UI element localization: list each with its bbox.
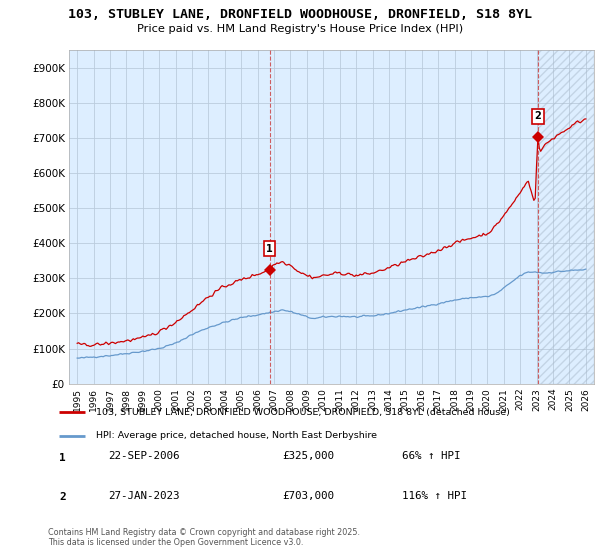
Text: 1: 1 bbox=[59, 452, 66, 463]
Text: Contains HM Land Registry data © Crown copyright and database right 2025.
This d: Contains HM Land Registry data © Crown c… bbox=[48, 528, 360, 547]
Text: £325,000: £325,000 bbox=[282, 451, 334, 461]
Text: £703,000: £703,000 bbox=[282, 491, 334, 501]
Text: 2: 2 bbox=[59, 492, 66, 502]
Text: Price paid vs. HM Land Registry's House Price Index (HPI): Price paid vs. HM Land Registry's House … bbox=[137, 24, 463, 34]
Text: 103, STUBLEY LANE, DRONFIELD WOODHOUSE, DRONFIELD, S18 8YL (detached house): 103, STUBLEY LANE, DRONFIELD WOODHOUSE, … bbox=[96, 408, 510, 417]
Text: 2: 2 bbox=[535, 111, 541, 122]
Text: 66% ↑ HPI: 66% ↑ HPI bbox=[402, 451, 461, 461]
Text: 103, STUBLEY LANE, DRONFIELD WOODHOUSE, DRONFIELD, S18 8YL: 103, STUBLEY LANE, DRONFIELD WOODHOUSE, … bbox=[68, 8, 532, 21]
Text: 116% ↑ HPI: 116% ↑ HPI bbox=[402, 491, 467, 501]
Text: HPI: Average price, detached house, North East Derbyshire: HPI: Average price, detached house, Nort… bbox=[96, 431, 377, 440]
Text: 27-JAN-2023: 27-JAN-2023 bbox=[108, 491, 179, 501]
Text: 1: 1 bbox=[266, 244, 273, 254]
Text: 22-SEP-2006: 22-SEP-2006 bbox=[108, 451, 179, 461]
